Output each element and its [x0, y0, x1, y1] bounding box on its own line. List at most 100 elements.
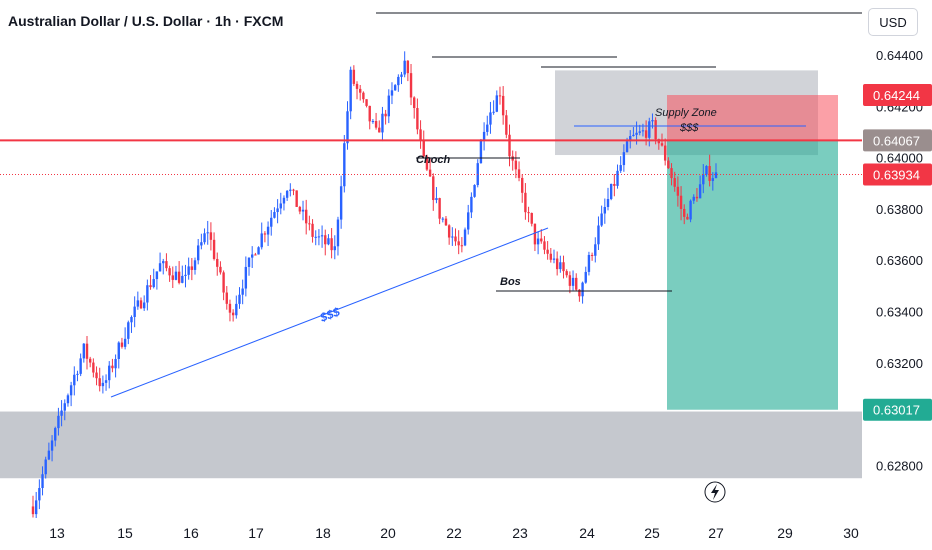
candle-body [368, 105, 371, 122]
candle-body [193, 260, 197, 270]
candle-body [463, 229, 467, 246]
candle-body [92, 362, 95, 373]
candle-body [206, 232, 209, 234]
candle-body [568, 275, 572, 286]
candle-body [57, 415, 60, 429]
candle-body [619, 165, 622, 171]
candle-body [536, 238, 540, 245]
y-tick-label: 0.63400 [876, 305, 923, 320]
candle-body [165, 261, 168, 269]
candle-body [359, 88, 362, 93]
supply-zone-label: Supply Zone [655, 107, 717, 119]
candle-body [705, 166, 708, 175]
candle-body [451, 236, 454, 238]
candle-body [425, 156, 429, 170]
candle-body [82, 343, 86, 359]
y-tick-label: 0.64400 [876, 48, 923, 63]
candle-body [552, 258, 556, 260]
candle-body [673, 178, 676, 187]
candle-body [676, 186, 680, 196]
candle-body [123, 338, 127, 347]
candle-body [695, 196, 699, 199]
candle-body [530, 213, 533, 224]
candle-body [641, 130, 645, 132]
candle-body [609, 183, 613, 200]
candle-body [111, 365, 114, 369]
bos-label: Bos [500, 276, 521, 288]
candle-body [250, 254, 254, 258]
candle-body [581, 282, 584, 297]
candle-body [362, 92, 365, 100]
candle-body [482, 131, 486, 141]
candle-body [222, 272, 225, 293]
candle-body [616, 170, 619, 186]
candle-body [336, 219, 340, 247]
candle-body [88, 358, 92, 363]
candle-body [524, 192, 527, 213]
x-tick-label: 15 [117, 525, 133, 541]
price-label-level [863, 129, 932, 152]
candle-body [571, 277, 575, 286]
currency-button[interactable]: USD [868, 8, 918, 36]
candle-body [136, 300, 140, 307]
candle-body [292, 189, 295, 191]
candle-body [276, 208, 279, 213]
y-tick-label: 0.63800 [876, 202, 923, 217]
candle-body [339, 186, 343, 220]
x-tick-label: 18 [315, 525, 331, 541]
candle-body [127, 322, 130, 339]
candle-body [549, 253, 553, 260]
candle-body [117, 342, 120, 359]
candle-body [406, 60, 410, 74]
candle-body [352, 69, 356, 84]
candle-body [635, 132, 638, 135]
candle-body [285, 190, 289, 198]
price-label-target [863, 398, 932, 421]
candle-body [95, 372, 98, 379]
x-tick-label: 22 [446, 525, 462, 541]
candle-body [158, 263, 162, 272]
candle-body [489, 112, 492, 125]
time-axis [0, 518, 932, 550]
trendline [110, 227, 549, 398]
candle-body [228, 303, 232, 313]
candle-body [196, 245, 200, 261]
candle-body [50, 440, 54, 451]
candle-body [162, 261, 165, 264]
candle-body [209, 232, 213, 240]
x-tick-label: 13 [49, 525, 65, 541]
liquidity-label: $$$ [679, 122, 699, 134]
candle-body [146, 285, 149, 303]
candle-body [244, 266, 248, 289]
candle-body [527, 212, 530, 214]
candle-body [486, 124, 489, 132]
candle-body [505, 115, 508, 135]
trendline-liquidity-label: $$$ [317, 304, 342, 325]
candle-body [69, 385, 73, 396]
price-label-text-stop: 0.64244 [873, 88, 920, 103]
candle-body [565, 271, 568, 276]
candle-body [644, 130, 648, 138]
choch-label: Choch [416, 154, 451, 166]
candle-body [181, 275, 184, 283]
price-label-text-target: 0.63017 [873, 403, 920, 418]
candle-body [241, 288, 244, 295]
candle-body [473, 185, 476, 197]
candle-body [432, 176, 435, 201]
drawings-layer: Supply Zone $$$ Choch Bos $$$ [0, 12, 862, 503]
candle-body [555, 258, 559, 270]
candle-body [381, 113, 384, 133]
candle-body [174, 271, 178, 280]
candle-body [413, 97, 416, 109]
candle-body [305, 209, 308, 224]
candle-body [692, 196, 695, 201]
candle-body [603, 206, 607, 214]
candle-body [187, 266, 190, 275]
candle-body [184, 274, 187, 276]
candle-body [120, 342, 124, 347]
candle-body [597, 225, 600, 245]
candle-body [578, 289, 581, 297]
candle-body [76, 373, 79, 375]
